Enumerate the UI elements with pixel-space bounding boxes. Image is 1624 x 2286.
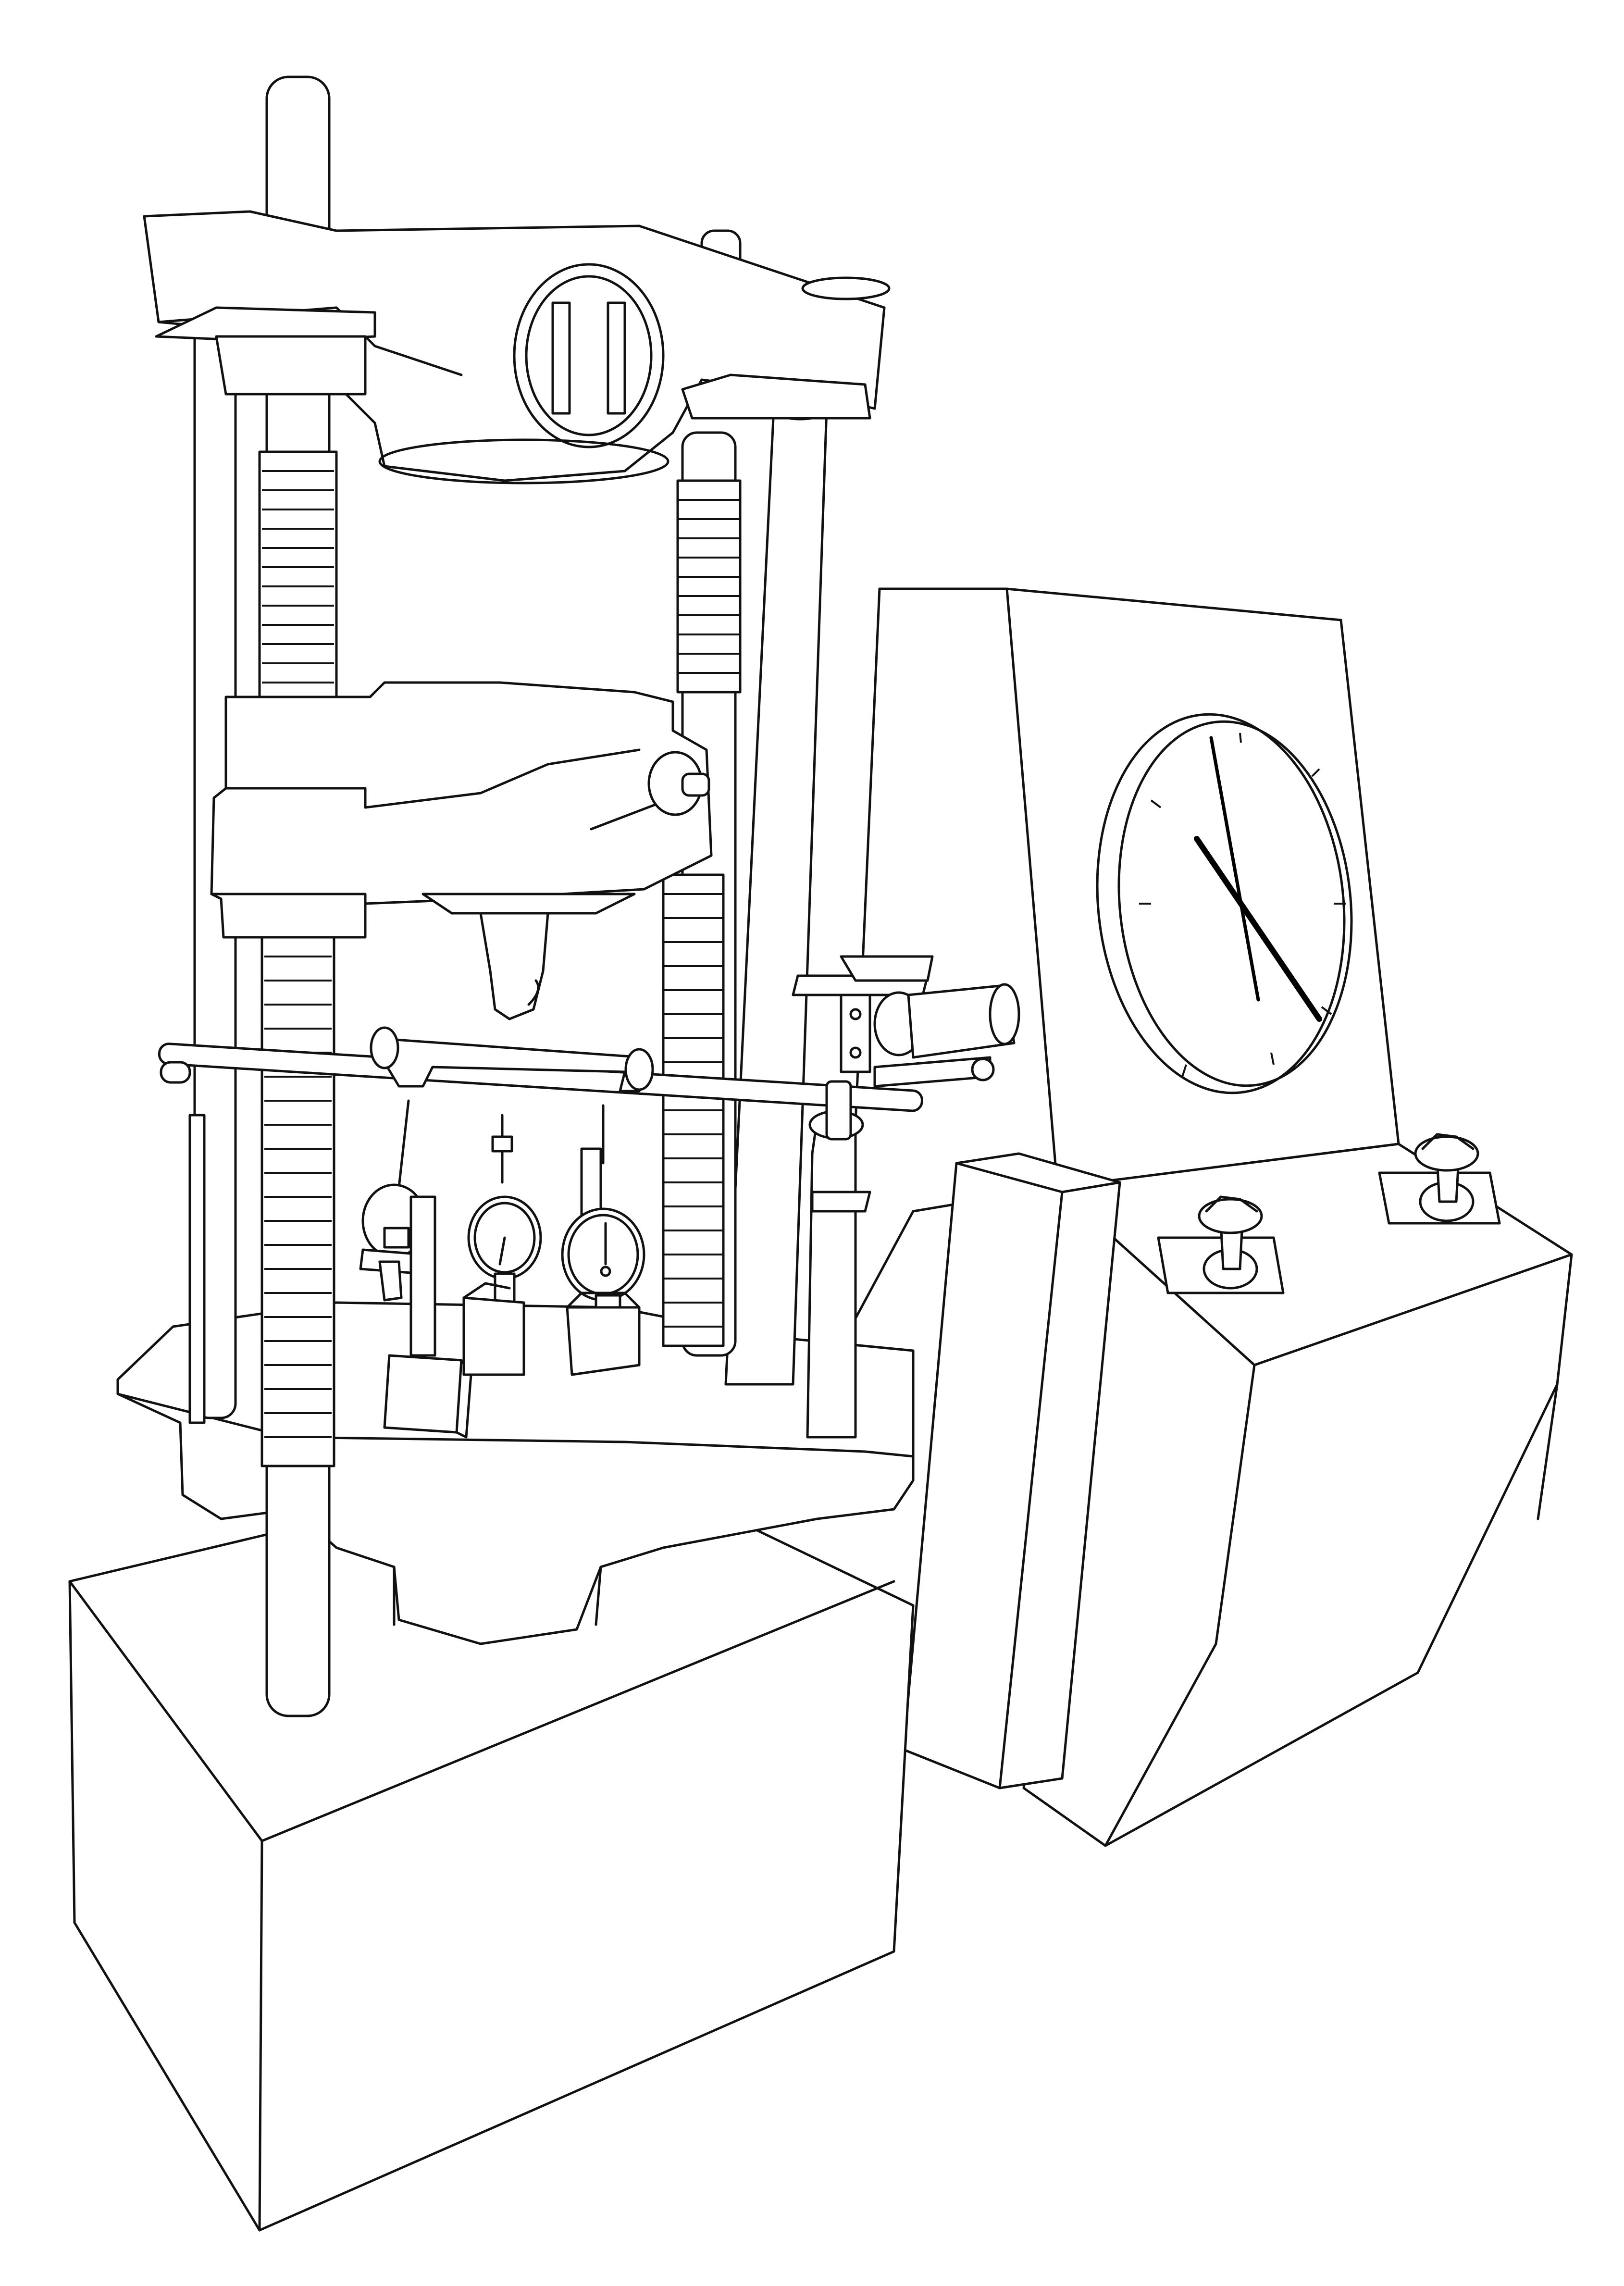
dial-hand-short [1194,836,1322,1022]
dial-gauge-1 [359,1099,472,1439]
dial-gauge-2 [462,1114,542,1376]
control-cabinet [844,587,1573,1847]
control-knob-right [1378,1133,1501,1225]
top-crosshead [143,210,891,485]
dial-gauge-3 [561,1104,645,1376]
left-rod-end [160,1061,206,1424]
control-knob-left [1157,1195,1285,1294]
dial-hand-long [1209,736,1260,1002]
dial-ticks [1139,733,1346,1077]
load-dial [1096,713,1353,1094]
dial-gauges [359,1099,645,1439]
crosshead-porthole [513,263,665,448]
lead-screws [258,75,742,1717]
moving-crosshead [210,681,713,1020]
right-clamp [792,955,1020,1439]
gauge-rod [158,1026,923,1112]
